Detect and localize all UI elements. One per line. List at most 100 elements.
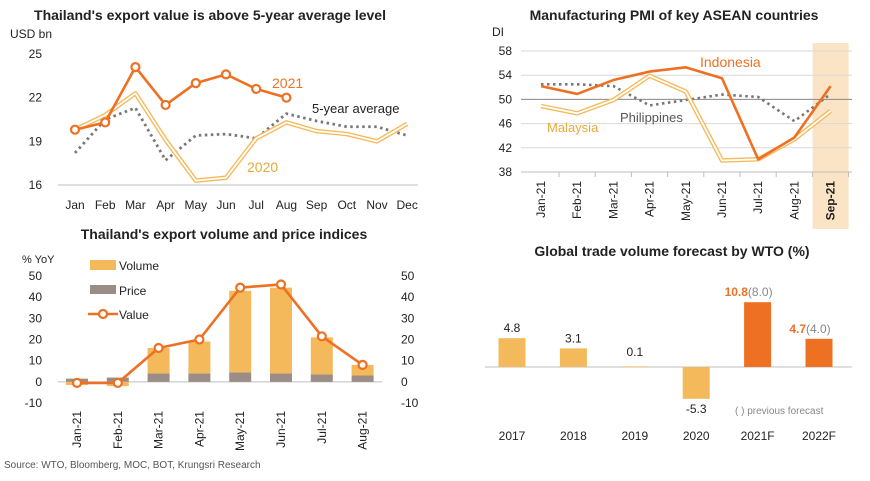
data-point-value [194,334,205,345]
x-tick-label: Sep [306,198,328,212]
x-tick-label: 2018 [560,429,587,443]
x-tick-label: Jun-21 [274,411,288,448]
legend-swatch-volume [90,260,116,270]
data-label-2022F: 4.7(4.0) [789,322,830,336]
legend: Volume Price Value [88,259,159,322]
legend-label-price: Price [119,284,147,298]
x-tick-label: Jun-21 [715,181,729,218]
data-point-value [112,377,123,388]
series-line-2020-inner [74,92,408,182]
y-tick-label-left: 0 [35,375,42,389]
y-tick-label: 58 [499,44,513,58]
y-tick-label-left: 40 [29,290,43,304]
series-line-2021 [74,65,287,131]
bar-2019 [621,366,649,368]
x-tick-label: Jun [216,198,235,212]
chart-title: Global trade volume forecast by WTO (%) [534,243,809,259]
source-text: Source: WTO, Bloomberg, MOC, BOT, Krungs… [4,460,261,471]
data-label-2018: 3.1 [565,331,582,345]
data-label-2019: 0.1 [626,345,643,359]
x-tick-label: Mar [125,198,146,212]
bar-volume [188,341,211,374]
data-point-value [71,377,83,388]
x-tick-label: Feb-21 [111,411,125,449]
x-tick-label: May-21 [679,181,693,221]
y-tick-label: 42 [499,141,513,155]
y-tick-label: 50 [499,92,513,106]
series-label-indonesia: Indonesia [700,54,761,70]
data-point-value [357,359,368,370]
x-tick-label: Jan-21 [534,181,548,218]
bar-price [270,373,292,382]
y-tick-label-left: 30 [29,311,43,325]
series-label-5yr: 5-year average [312,101,399,116]
data-point-value [316,331,327,342]
data-point-2021 [69,124,81,135]
y-tick-label-left: -10 [25,396,43,410]
data-label-2017: 4.8 [504,321,521,335]
bar-2022F [805,338,833,367]
y-tick-label-left: 10 [29,354,43,368]
chart-pmi: Manufacturing PMI of key ASEAN countries… [492,7,852,229]
y-tick-label: 38 [499,165,513,179]
x-tick-label: Nov [366,198,387,212]
data-point-2021 [251,83,262,95]
highlight-band [812,43,849,229]
forecast-value: 4.7 [789,322,806,336]
x-tick-label: Mar-21 [606,181,620,219]
series-line-value [77,283,364,385]
y-axis-label: USD bn [10,27,52,41]
data-point-2021 [281,92,292,103]
chart-title: Manufacturing PMI of key ASEAN countries [530,7,819,23]
previous-forecast-value: (4.0) [806,322,831,336]
chart-wto: Global trade volume forecast by WTO (%) 4… [485,243,852,443]
y-tick-label: 22 [29,91,43,105]
series-label-2021: 2021 [272,75,303,91]
x-tick-label: May-21 [233,411,247,451]
bar-price [351,375,374,382]
y-tick-label-right: 50 [401,269,415,283]
y-tick-label: 25 [29,47,43,61]
series-line-5-year-average [73,106,408,162]
chart-export-value: Thailand's export value is above 5-year … [10,7,418,212]
x-tick-label: Aug-21 [356,411,370,450]
x-tick-label: Mar-21 [152,411,166,449]
y-tick-label: 54 [499,68,513,82]
bar-2020 [682,367,710,399]
x-tick-label: Jul-21 [751,181,765,214]
y-tick-label-right: 30 [401,311,415,325]
x-tick-label: Jan [65,198,84,212]
x-tick-label: 2017 [499,429,526,443]
bar-2021F [744,302,772,367]
x-tick-label: Aug-21 [787,181,801,220]
x-tick-label: Feb-21 [570,181,584,219]
bar-2018 [559,348,587,367]
x-tick-label: Jul [249,198,264,212]
y-tick-label-right: 10 [401,354,415,368]
legend-swatch-price [90,285,116,294]
x-tick-label: May [184,198,207,212]
x-tick-label: 2021F [741,429,775,443]
chart-title: Thailand's export volume and price indic… [81,226,368,242]
x-tick-label: 2020 [683,429,710,443]
bar-price [229,372,252,382]
legend-marker-value [97,308,109,320]
x-tick-label: Aug [276,198,297,212]
data-point-2021 [130,61,141,73]
y-tick-label-right: 0 [401,375,408,389]
bar-price [310,374,333,382]
source-note: Source: WTO, Bloomberg, MOC, BOT, Krungs… [4,460,261,471]
x-tick-label: Dec [397,198,418,212]
bar-price [147,373,170,382]
chart-title: Thailand's export value is above 5-year … [34,7,386,23]
series-label-2020: 2020 [247,159,278,175]
legend-label-volume: Volume [119,259,159,273]
x-tick-label: Feb [95,198,116,212]
bar-volume [229,290,252,373]
bar-volume [270,287,292,374]
data-point-2021 [220,69,232,80]
y-tick-label-left: 20 [29,333,43,347]
y-tick-label: 46 [499,117,513,131]
x-tick-label: Oct [337,198,356,212]
